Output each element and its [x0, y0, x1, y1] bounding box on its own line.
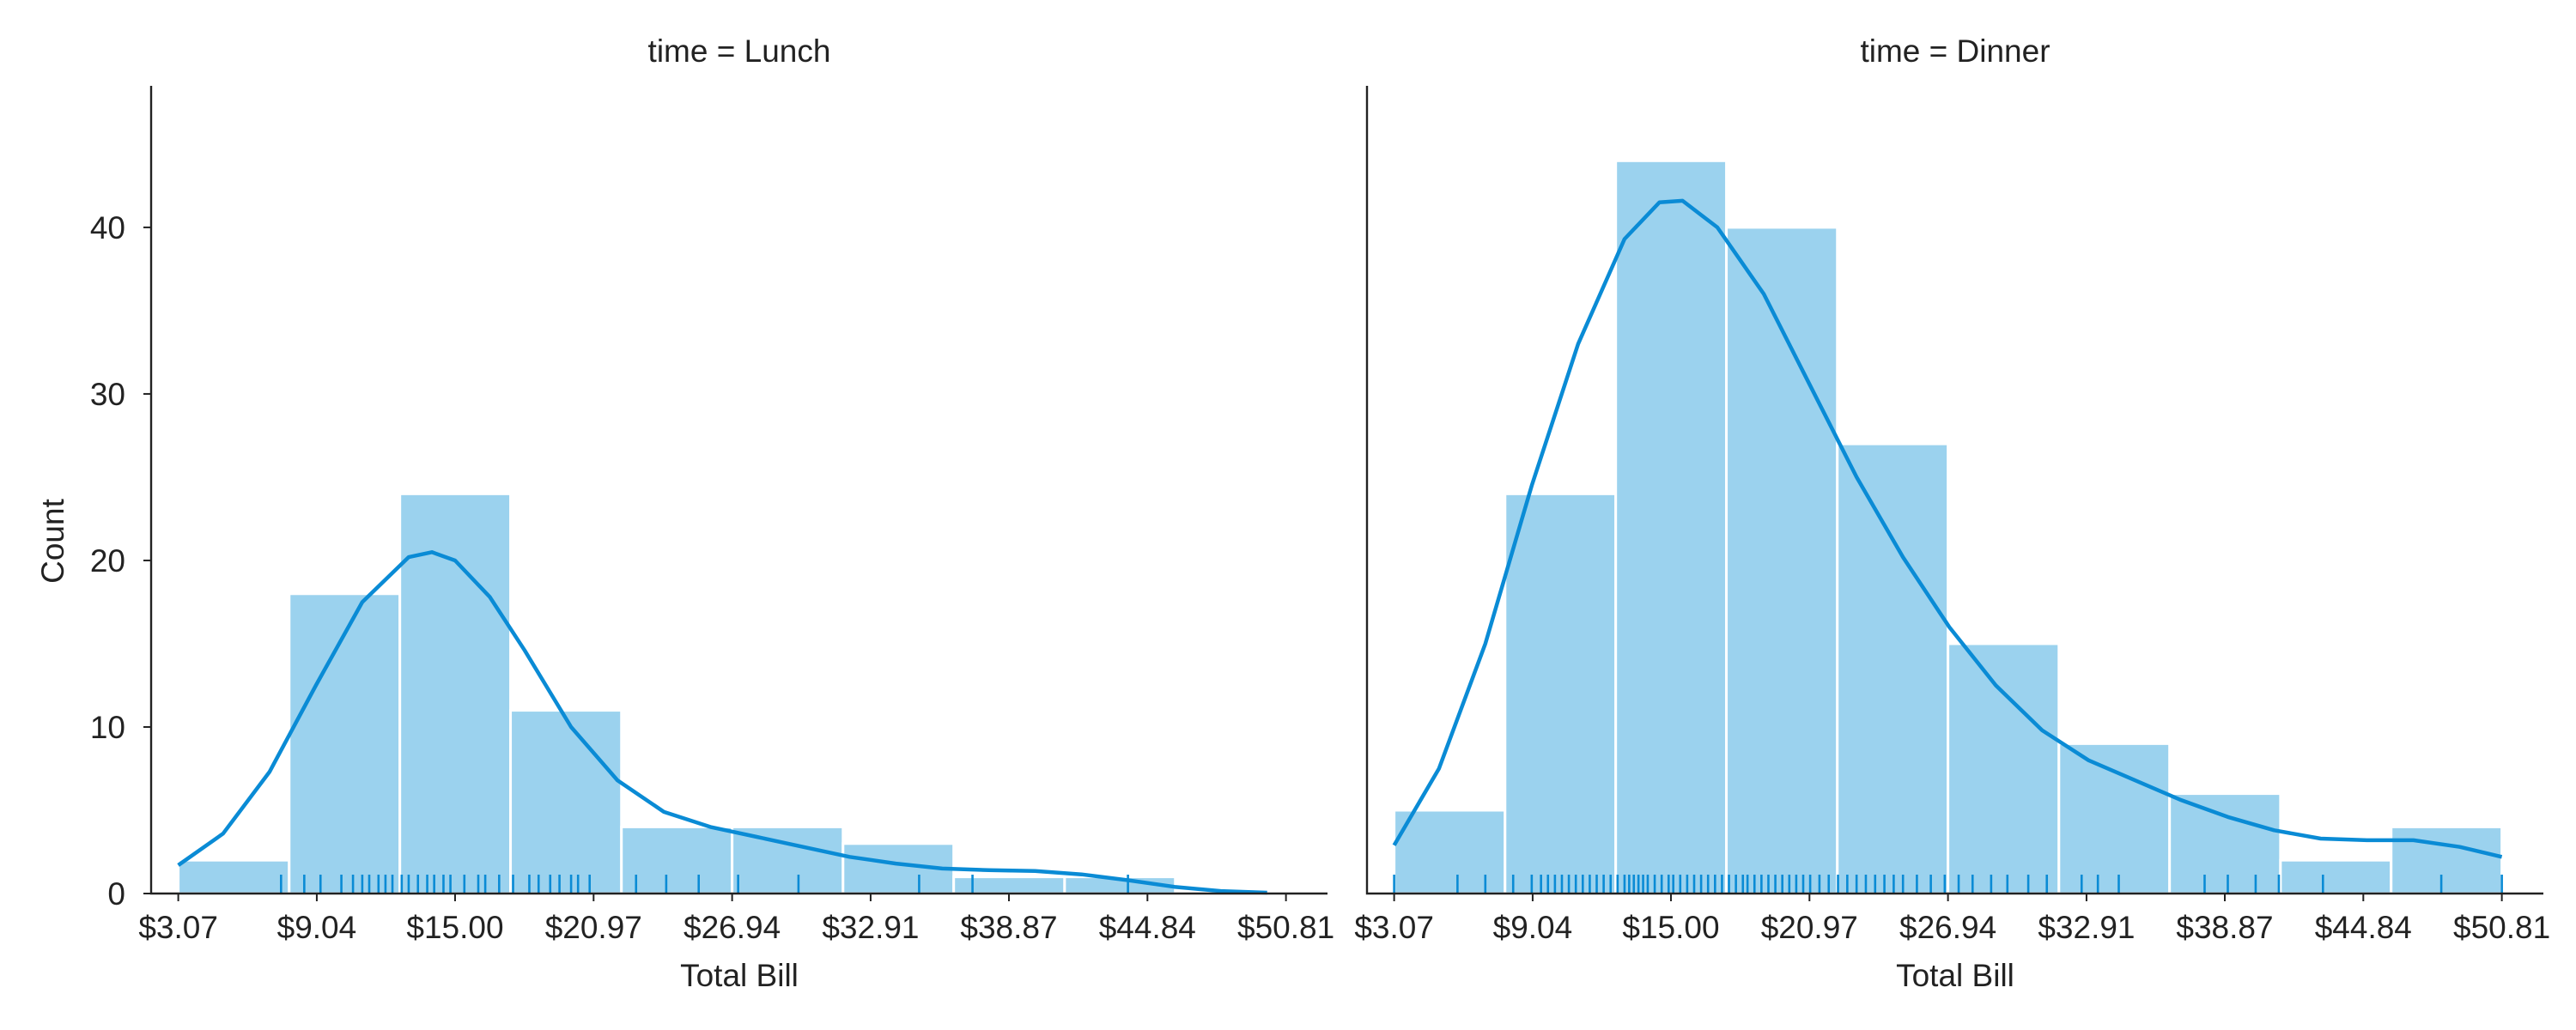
- axes-dinner: [1365, 86, 2543, 895]
- x-tick-label-dinner-26-94: $26.94: [1899, 910, 1996, 945]
- x-axis-label-lunch: Total Bill: [680, 958, 799, 993]
- histogram-bar-lunch-5: [620, 825, 734, 895]
- x-tick-label-lunch-15-00: $15.00: [406, 910, 503, 945]
- panel-title-dinner: time = Dinner: [1860, 33, 2050, 69]
- x-tick-label-dinner-20-97: $20.97: [1761, 910, 1858, 945]
- x-tick-label-dinner-38-87: $38.87: [2176, 910, 2273, 945]
- x-tick-label-lunch-26-94: $26.94: [683, 910, 781, 945]
- rug-lunch: [280, 875, 1129, 894]
- histogram-bar-dinner-6: [1947, 642, 2061, 895]
- x-tick-label-lunch-9-04: $9.04: [277, 910, 357, 945]
- y-tick-label-30: 30: [90, 377, 125, 412]
- bars-lunch: [177, 492, 1177, 895]
- x-ticks-dinner: $3.07 $9.04 $15.00 $20.97 $26.94 $32.91 $38.87…: [1354, 894, 2550, 945]
- histogram-bar-dinner-2: [1504, 492, 1618, 895]
- x-tick-label-lunch-32-91: $32.91: [822, 910, 919, 945]
- panel-title-lunch: time = Lunch: [648, 33, 831, 69]
- x-tick-label-dinner-50-81: $50.81: [2453, 910, 2550, 945]
- histogram-bar-lunch-2: [288, 592, 402, 895]
- kde-line-lunch: [177, 550, 1267, 895]
- histogram-bar-dinner-7: [2057, 742, 2172, 895]
- histogram-bar-lunch-1: [177, 858, 291, 895]
- histogram-bar-dinner-3: [1614, 159, 1728, 895]
- x-tick-label-dinner-15-00: $15.00: [1622, 910, 1719, 945]
- y-tick-label-20: 20: [90, 543, 125, 579]
- histogram-bar-dinner-9: [2279, 858, 2393, 895]
- x-tick-label-lunch-20-97: $20.97: [545, 910, 642, 945]
- y-tick-label-40: 40: [90, 210, 125, 245]
- y-tick-label-0: 0: [107, 876, 125, 912]
- panel-dinner: time = Dinner $3.07 $9.04 $15.00 $20.97 $26.…: [1354, 33, 2550, 993]
- y-tick-label-10: 10: [90, 710, 125, 745]
- y-ticks: 0 10 20 30 40: [90, 210, 151, 912]
- kde-line-dinner: [1392, 198, 2503, 859]
- x-tick-label-lunch-3-07: $3.07: [138, 910, 218, 945]
- x-tick-label-lunch-44-84: $44.84: [1099, 910, 1196, 945]
- x-ticks-lunch: $3.07 $9.04 $15.00 $20.97 $26.94 $32.91 $38.87…: [138, 894, 1334, 945]
- histogram-bar-dinner-5: [1836, 442, 1950, 895]
- x-tick-label-dinner-32-91: $32.91: [2038, 910, 2135, 945]
- x-tick-label-lunch-38-87: $38.87: [960, 910, 1057, 945]
- histogram-bar-lunch-8: [952, 876, 1066, 895]
- x-tick-label-lunch-50-81: $50.81: [1237, 910, 1334, 945]
- x-tick-label-dinner-9-04: $9.04: [1493, 910, 1573, 945]
- x-tick-label-dinner-3-07: $3.07: [1354, 910, 1434, 945]
- x-axis-label-dinner: Total Bill: [1896, 958, 2014, 993]
- x-tick-label-dinner-44-84: $44.84: [2315, 910, 2412, 945]
- y-axis-label: Count: [35, 498, 70, 583]
- histogram-bar-lunch-6: [731, 825, 845, 895]
- panel-lunch: time = Lunch $3.07 $9.04 $15.00 $20.97 $26.9…: [138, 33, 1334, 993]
- rug-dinner: [1393, 875, 2503, 894]
- histogram-bar-dinner-8: [2168, 792, 2282, 895]
- histogram-bar-lunch-4: [509, 709, 623, 895]
- histogram-bar-dinner-10: [2390, 825, 2504, 895]
- bars-dinner: [1393, 159, 2504, 895]
- histogram-bar-dinner-1: [1393, 809, 1507, 895]
